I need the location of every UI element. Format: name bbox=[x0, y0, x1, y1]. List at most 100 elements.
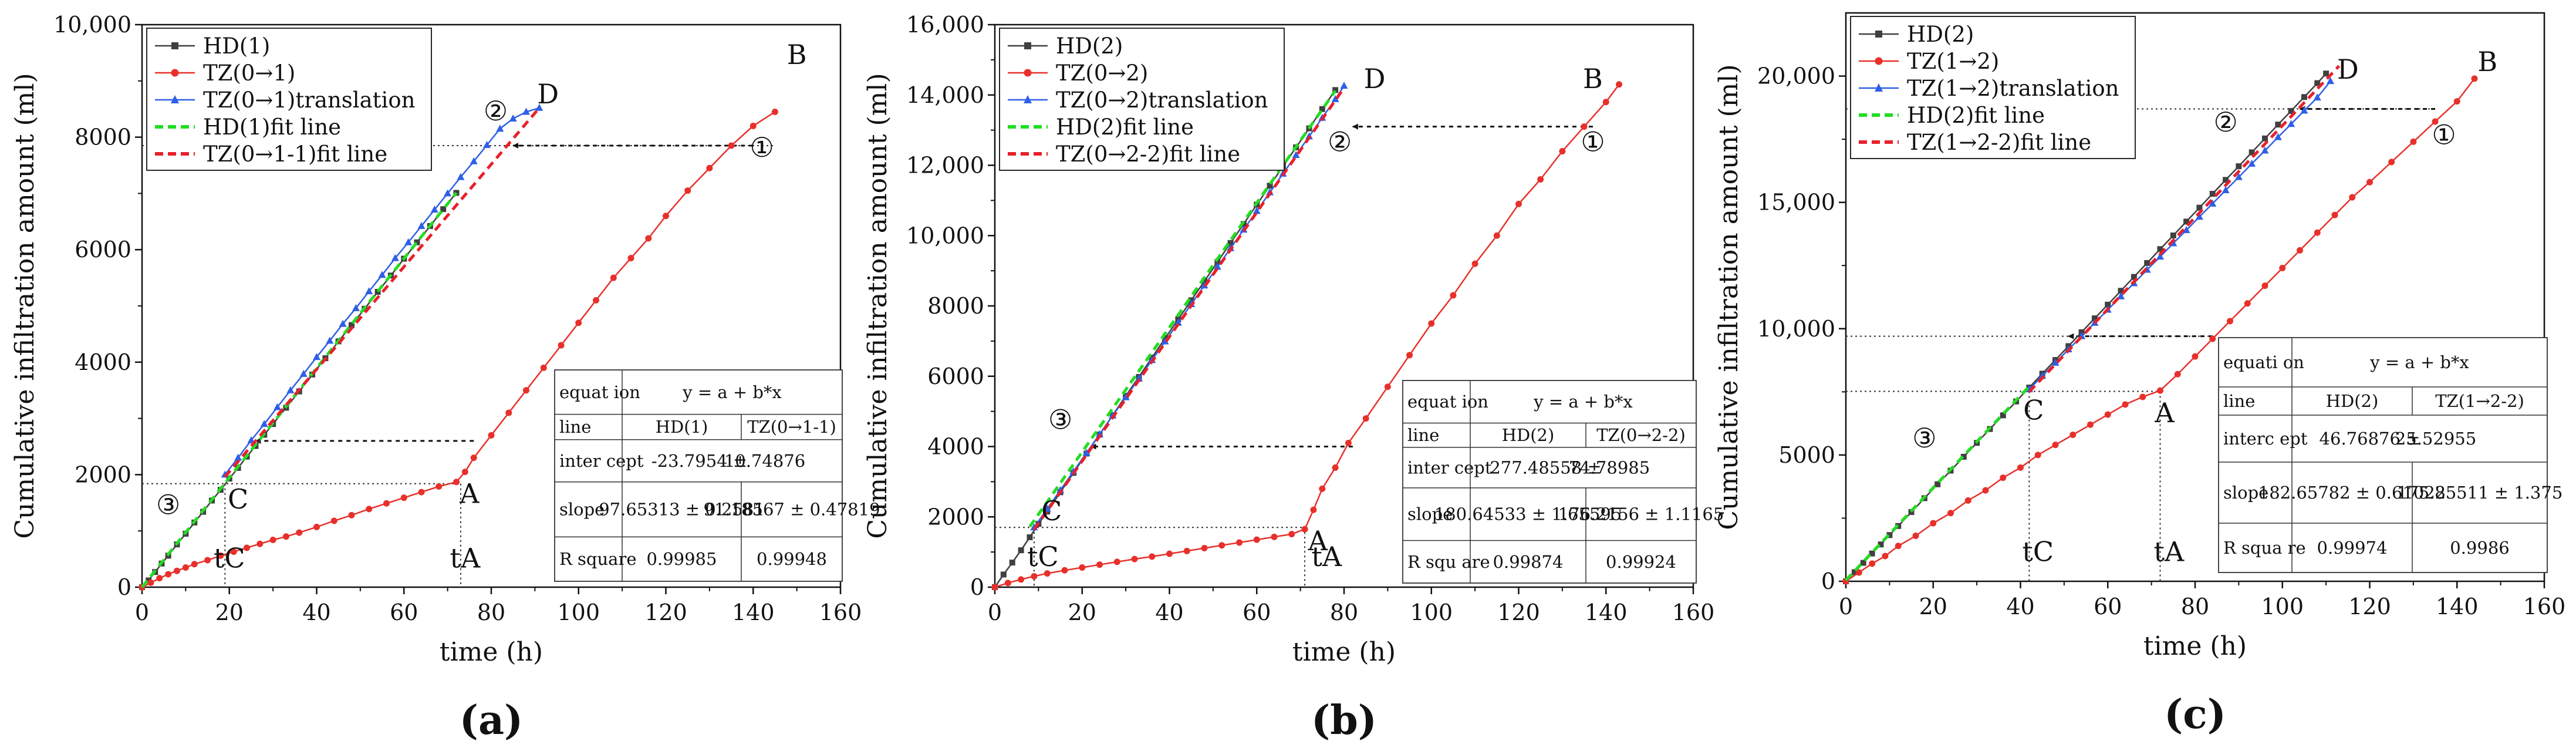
data-point-triangle bbox=[2300, 106, 2308, 114]
annotation-A: A bbox=[2154, 397, 2175, 429]
data-point-circle bbox=[2471, 75, 2478, 82]
data-point-triangle bbox=[1252, 207, 1261, 214]
data-point-square bbox=[1009, 560, 1015, 566]
x-tick-label: 80 bbox=[477, 600, 505, 625]
data-point-circle bbox=[1982, 487, 1989, 494]
data-point-triangle bbox=[509, 114, 517, 122]
x-tick-label: 100 bbox=[2261, 594, 2304, 619]
data-point-circle bbox=[728, 142, 735, 149]
data-point-circle bbox=[2174, 371, 2181, 378]
y-tick-label: 10,000 bbox=[1757, 316, 1835, 342]
data-point-circle bbox=[435, 483, 443, 490]
chart-panel-c: 0 20 40 60 80 100 120 140 160 0 5000 10,000 15,000 20… bbox=[1714, 12, 2565, 738]
data-point-square bbox=[2209, 191, 2216, 197]
fit-table-row-head: slope bbox=[559, 500, 605, 520]
data-point-triangle bbox=[1213, 262, 1221, 270]
y-tick-label: 10,000 bbox=[906, 223, 984, 248]
data-point-circle bbox=[1384, 383, 1391, 390]
legend-marker bbox=[1875, 57, 1883, 65]
fit-table-intercept-err: 74.78985 bbox=[1569, 457, 1650, 477]
data-point-square bbox=[1319, 106, 1325, 112]
data-point-triangle bbox=[2051, 358, 2060, 366]
chart-panel-a: 0 20 40 60 80 100 120 140 160 0 2000 4000 6000 8000 10… bbox=[10, 12, 880, 744]
x-tick-label: 20 bbox=[1068, 600, 1096, 625]
data-point-circle bbox=[2432, 118, 2439, 125]
y-tick-label: 15,000 bbox=[1757, 190, 1835, 215]
data-point-triangle bbox=[1292, 151, 1300, 159]
legend-label-3: HD(1)fit line bbox=[203, 114, 341, 140]
data-point-circle bbox=[610, 274, 617, 281]
data-point-circle bbox=[2227, 318, 2233, 325]
data-point-circle bbox=[1253, 536, 1260, 543]
x-tick-label: 20 bbox=[1919, 594, 1947, 619]
data-point-circle bbox=[2453, 98, 2460, 105]
fit-table-cell: HD(1) bbox=[656, 417, 708, 437]
data-point-circle bbox=[256, 540, 264, 547]
data-point-circle bbox=[1964, 497, 1971, 504]
fit-table-row-head: slope bbox=[2223, 483, 2268, 503]
y-tick-label: 4000 bbox=[75, 349, 131, 375]
fit-table-row-head: equat ion bbox=[559, 382, 640, 402]
x-tick-label: 80 bbox=[1330, 600, 1358, 625]
data-point-square bbox=[1878, 541, 1884, 548]
y-tick-label: 6000 bbox=[75, 237, 131, 262]
data-point-circle bbox=[461, 469, 468, 476]
data-point-triangle bbox=[2274, 133, 2282, 140]
x-tick-label: 0 bbox=[135, 600, 149, 625]
x-tick-label: 120 bbox=[2348, 594, 2391, 619]
data-point-triangle bbox=[496, 124, 504, 132]
annotation-D: D bbox=[1364, 63, 1386, 95]
data-point-square bbox=[1886, 532, 1893, 538]
data-point-triangle bbox=[1174, 318, 1182, 326]
legend-marker bbox=[171, 42, 178, 49]
fit-table-frame bbox=[1402, 380, 1697, 584]
annotation-A: A bbox=[1308, 525, 1328, 557]
legend-label-1: TZ(0→1) bbox=[203, 60, 295, 86]
fit-table-row-head: line bbox=[559, 417, 591, 437]
legend-marker bbox=[1024, 95, 1032, 103]
data-point-circle bbox=[1201, 545, 1208, 552]
data-point-triangle bbox=[2287, 120, 2295, 127]
data-point-circle bbox=[269, 537, 276, 544]
annotation-tC: tC bbox=[2022, 536, 2054, 568]
data-point-circle bbox=[1559, 148, 1566, 155]
data-point-triangle bbox=[1135, 374, 1143, 382]
fit-table-cell: 180.64533 ± 1.65595 bbox=[1434, 504, 1622, 524]
x-tick-label: 60 bbox=[1243, 600, 1271, 625]
data-point-triangle bbox=[1122, 393, 1130, 400]
data-point-square bbox=[1018, 547, 1024, 554]
y-tick-label: 8000 bbox=[75, 124, 131, 150]
data-point-circle bbox=[1149, 553, 1156, 560]
annotation-tA: tA bbox=[1311, 541, 1342, 572]
data-point-circle bbox=[1113, 558, 1120, 565]
data-point-square bbox=[349, 322, 355, 328]
data-point-square bbox=[1934, 481, 1941, 487]
data-point-square bbox=[2248, 149, 2255, 156]
data-point-circle bbox=[505, 409, 512, 416]
data-point-circle bbox=[1183, 547, 1190, 554]
fit-table-cell: 0.99874 bbox=[1493, 552, 1564, 572]
data-point-triangle bbox=[352, 304, 360, 311]
data-point-circle bbox=[1061, 567, 1068, 574]
fit-table-cell: 91.18567 ± 0.47819 bbox=[703, 500, 880, 520]
fit-table-cell: TZ(0→1-1) bbox=[747, 417, 836, 437]
data-point-circle bbox=[1345, 440, 1352, 447]
legend-label-2: TZ(0→1)translation bbox=[203, 87, 415, 113]
y-tick-label: 4000 bbox=[927, 434, 984, 460]
x-tick-label: 0 bbox=[988, 600, 1002, 625]
data-point-circle bbox=[2192, 353, 2199, 360]
data-point-circle bbox=[2157, 387, 2163, 394]
data-point-circle bbox=[182, 564, 189, 571]
legend-label-4: TZ(1→2-2)fit line bbox=[1907, 130, 2091, 155]
data-point-square bbox=[440, 206, 447, 213]
data-point-circle bbox=[706, 164, 713, 171]
data-point-circle bbox=[575, 319, 582, 326]
x-tick-label: 40 bbox=[2006, 594, 2034, 619]
annotation-c3: ③ bbox=[156, 489, 180, 520]
data-point-triangle bbox=[2313, 93, 2321, 101]
x-tick-label: 100 bbox=[1410, 600, 1453, 625]
y-tick-label: 0 bbox=[117, 574, 131, 600]
legend-marker bbox=[1024, 69, 1032, 77]
annotation-c1: ① bbox=[1581, 126, 1605, 158]
data-point-square bbox=[2091, 315, 2098, 322]
